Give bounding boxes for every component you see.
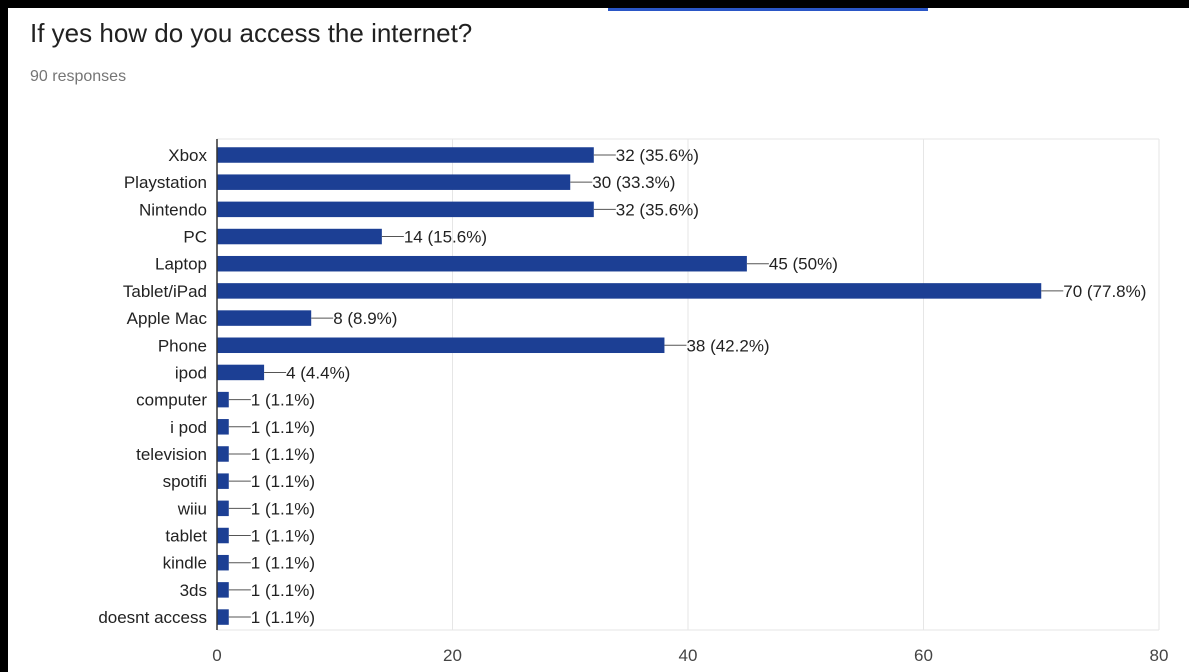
- category-label-10: i pod: [170, 418, 207, 437]
- data-label-14: 1 (1.1%): [251, 527, 315, 546]
- category-label-12: spotifi: [163, 472, 207, 491]
- bar-7: [217, 337, 665, 354]
- category-label-11: television: [136, 445, 207, 464]
- data-label-0: 32 (35.6%): [616, 146, 699, 165]
- bar-chart: Xbox 32 (35.6%) Playstation 30 (33.3%) Ninte…: [98, 138, 1169, 665]
- category-label-8: ipod: [175, 363, 207, 382]
- data-label-2: 32 (35.6%): [616, 200, 699, 219]
- bar-15: [217, 554, 229, 571]
- category-label-5: Tablet/iPad: [123, 282, 207, 301]
- data-label-7: 38 (42.2%): [686, 336, 769, 355]
- data-label-17: 1 (1.1%): [251, 608, 315, 627]
- bar-0: [217, 147, 594, 163]
- category-label-9: computer: [136, 391, 207, 410]
- x-tick-label-0: 0: [212, 646, 221, 665]
- category-label-3: PC: [183, 228, 207, 247]
- x-tick-label-2: 40: [679, 646, 698, 665]
- bar-14: [217, 527, 229, 544]
- category-label-6: Apple Mac: [127, 309, 208, 328]
- data-label-5: 70 (77.8%): [1063, 282, 1146, 301]
- data-label-11: 1 (1.1%): [251, 445, 315, 464]
- bar-8: [217, 364, 265, 381]
- category-label-1: Playstation: [124, 173, 207, 192]
- category-label-14: tablet: [165, 527, 207, 546]
- data-label-13: 1 (1.1%): [251, 499, 315, 518]
- data-label-8: 4 (4.4%): [286, 363, 350, 382]
- data-label-6: 8 (8.9%): [333, 309, 397, 328]
- data-label-1: 30 (33.3%): [592, 173, 675, 192]
- bar-13: [217, 500, 229, 517]
- x-tick-label-1: 20: [443, 646, 462, 665]
- data-label-12: 1 (1.1%): [251, 472, 315, 491]
- category-label-4: Laptop: [155, 255, 207, 274]
- bar-5: [217, 283, 1042, 299]
- bar-16: [217, 582, 229, 598]
- bar-6: [217, 310, 312, 326]
- bar-9: [217, 391, 229, 408]
- bar-2: [217, 201, 594, 218]
- bar-12: [217, 473, 229, 489]
- data-label-16: 1 (1.1%): [251, 581, 315, 600]
- question-title: If yes how do you access the internet?: [30, 18, 473, 48]
- accent-bar: [608, 8, 928, 11]
- bar-1: [217, 174, 571, 190]
- bar-11: [217, 446, 229, 462]
- bar-10: [217, 419, 229, 435]
- x-tick-label-4: 80: [1150, 646, 1169, 665]
- data-label-9: 1 (1.1%): [251, 391, 315, 410]
- category-label-16: 3ds: [180, 581, 207, 600]
- response-count: 90 responses: [30, 68, 127, 85]
- x-tick-label-3: 60: [914, 646, 933, 665]
- bar-17: [217, 609, 229, 625]
- category-label-15: kindle: [163, 554, 207, 573]
- bar-3: [217, 228, 382, 245]
- category-label-13: wiiu: [177, 499, 207, 518]
- data-label-3: 14 (15.6%): [404, 228, 487, 247]
- category-label-0: Xbox: [168, 146, 207, 165]
- data-label-4: 45 (50%): [769, 255, 838, 274]
- data-label-10: 1 (1.1%): [251, 418, 315, 437]
- bar-4: [217, 255, 747, 272]
- chart-card: If yes how do you access the internet? 9…: [8, 8, 1189, 672]
- data-label-15: 1 (1.1%): [251, 554, 315, 573]
- category-label-17: doesnt access: [98, 608, 207, 627]
- category-label-7: Phone: [158, 336, 207, 355]
- category-label-2: Nintendo: [139, 200, 207, 219]
